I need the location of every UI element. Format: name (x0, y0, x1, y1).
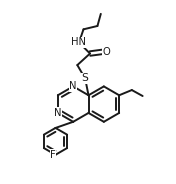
Text: N: N (70, 81, 77, 91)
Text: O: O (103, 47, 111, 57)
Text: N: N (54, 108, 62, 118)
Text: S: S (82, 73, 89, 84)
Text: F: F (50, 150, 56, 160)
Text: HN: HN (71, 37, 86, 47)
